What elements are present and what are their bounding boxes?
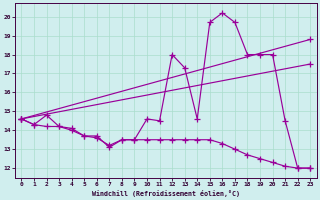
X-axis label: Windchill (Refroidissement éolien,°C): Windchill (Refroidissement éolien,°C)	[92, 190, 240, 197]
